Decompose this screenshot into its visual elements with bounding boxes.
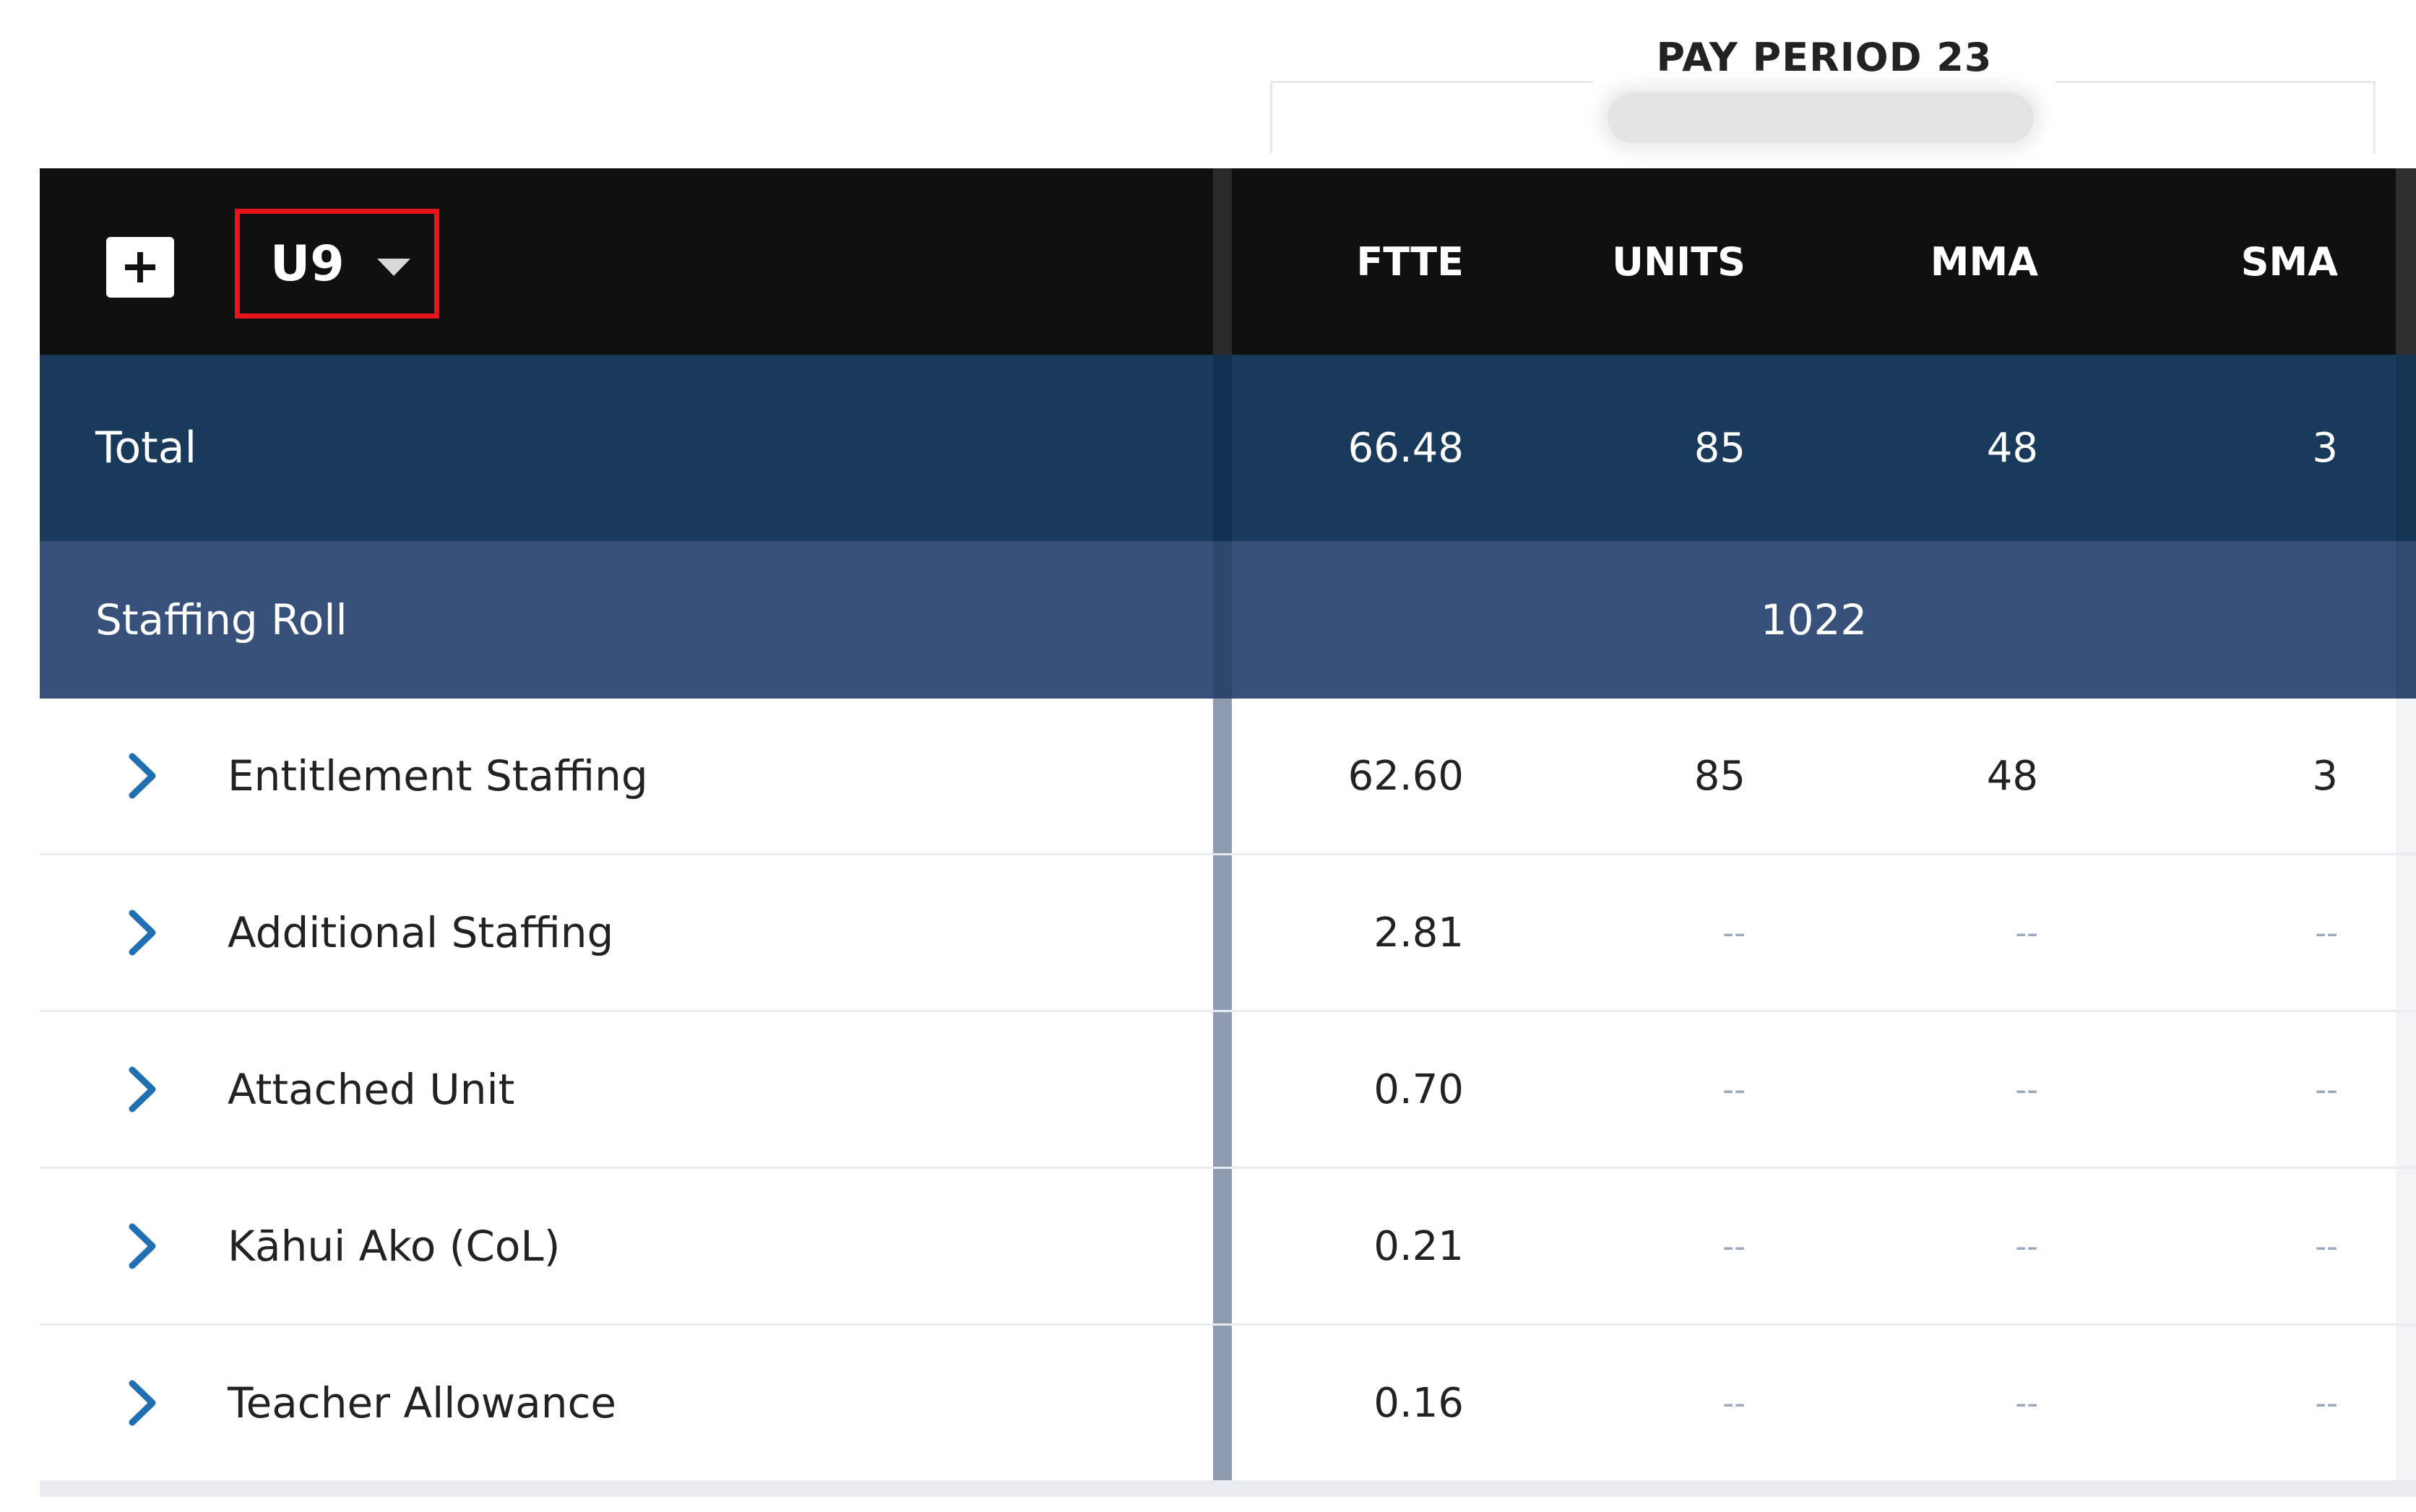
- total-row: Total 66.48 85 48 3: [40, 355, 2416, 541]
- staffing-roll-label: Staffing Roll: [40, 541, 1232, 699]
- row-units: 85: [1694, 752, 1746, 800]
- row-ftte: 2.81: [1373, 909, 1464, 956]
- horizontal-scrollbar[interactable]: [40, 1482, 2416, 1497]
- table-row: Attached Unit 0.70 -- -- --: [40, 1012, 2416, 1169]
- redacted-date-range: [1608, 92, 2034, 143]
- header-label-cell: U9: [40, 168, 1232, 355]
- row-label: Entitlement Staffing: [228, 751, 648, 800]
- table-row: Entitlement Staffing 62.60 85 48 3: [40, 699, 2416, 855]
- staffing-roll-value: 1022: [1232, 541, 2416, 699]
- pay-period-title: PAY PERIOD 23: [1593, 29, 2055, 87]
- row-label: Kāhui Ako (CoL): [228, 1222, 561, 1271]
- total-sma: 3: [2312, 424, 2338, 472]
- total-units: 85: [1694, 424, 1746, 472]
- column-header-ftte: FTTE: [1356, 238, 1464, 285]
- row-sma: 3: [2312, 752, 2338, 800]
- total-ftte: 66.48: [1347, 424, 1464, 472]
- column-header-units: UNITS: [1612, 238, 1746, 285]
- row-mma: --: [2015, 1227, 2038, 1265]
- chevron-right-icon[interactable]: [125, 1378, 160, 1428]
- row-sma: --: [2315, 1071, 2338, 1108]
- row-ftte: 0.16: [1373, 1379, 1464, 1427]
- row-values: 0.16 -- -- --: [1232, 1326, 2416, 1480]
- total-mma: 48: [1986, 424, 2038, 472]
- row-label: Additional Staffing: [228, 908, 614, 957]
- table-row: Kāhui Ako (CoL) 0.21 -- -- --: [40, 1169, 2416, 1326]
- row-sma: --: [2315, 1384, 2338, 1422]
- row-label: Attached Unit: [228, 1065, 515, 1114]
- row-units: --: [1722, 1071, 1746, 1108]
- column-header-sma: SMA: [2240, 238, 2338, 285]
- table-header-row: U9 FTTE UNITS MMA SMA: [40, 168, 2416, 355]
- caret-down-icon: [377, 259, 410, 276]
- row-ftte: 0.21: [1373, 1222, 1464, 1270]
- chevron-right-icon[interactable]: [125, 907, 160, 958]
- chevron-right-icon[interactable]: [125, 1064, 160, 1115]
- unit-dropdown-value: U9: [270, 235, 345, 293]
- table-row: Teacher Allowance 0.16 -- -- --: [40, 1326, 2416, 1482]
- expand-row-toggle[interactable]: Additional Staffing: [40, 855, 1232, 1010]
- total-label: Total: [40, 355, 1232, 541]
- row-values: 62.60 85 48 3: [1232, 699, 2416, 853]
- expand-row-toggle[interactable]: Teacher Allowance: [40, 1326, 1232, 1480]
- staffing-roll-row: Staffing Roll 1022: [40, 541, 2416, 699]
- row-ftte: 0.70: [1373, 1066, 1464, 1113]
- row-mma: --: [2015, 1384, 2038, 1422]
- chevron-right-icon[interactable]: [125, 1221, 160, 1271]
- row-sma: --: [2315, 1227, 2338, 1265]
- row-units: --: [1722, 914, 1746, 951]
- row-mma: 48: [1986, 752, 2038, 800]
- row-units: --: [1722, 1227, 1746, 1265]
- row-ftte: 62.60: [1347, 752, 1464, 800]
- plus-icon: [125, 252, 155, 282]
- column-header-mma: MMA: [1930, 238, 2038, 285]
- staffing-table: U9 FTTE UNITS MMA SMA Total 66.48 85 48 …: [40, 168, 2416, 1497]
- expand-row-toggle[interactable]: Attached Unit: [40, 1012, 1232, 1167]
- unit-dropdown[interactable]: U9: [235, 209, 439, 319]
- header-columns: FTTE UNITS MMA SMA: [1232, 168, 2416, 355]
- expand-row-toggle[interactable]: Kāhui Ako (CoL): [40, 1169, 1232, 1323]
- row-mma: --: [2015, 914, 2038, 951]
- total-values: 66.48 85 48 3: [1232, 355, 2416, 541]
- row-sma: --: [2315, 914, 2338, 951]
- expand-row-toggle[interactable]: Entitlement Staffing: [40, 699, 1232, 853]
- row-values: 0.70 -- -- --: [1232, 1012, 2416, 1167]
- table-row: Additional Staffing 2.81 -- -- --: [40, 855, 2416, 1012]
- row-mma: --: [2015, 1071, 2038, 1108]
- chevron-right-icon[interactable]: [125, 751, 160, 801]
- row-values: 2.81 -- -- --: [1232, 855, 2416, 1010]
- row-units: --: [1722, 1384, 1746, 1422]
- add-button[interactable]: [106, 237, 174, 298]
- row-values: 0.21 -- -- --: [1232, 1169, 2416, 1323]
- row-label: Teacher Allowance: [228, 1378, 617, 1427]
